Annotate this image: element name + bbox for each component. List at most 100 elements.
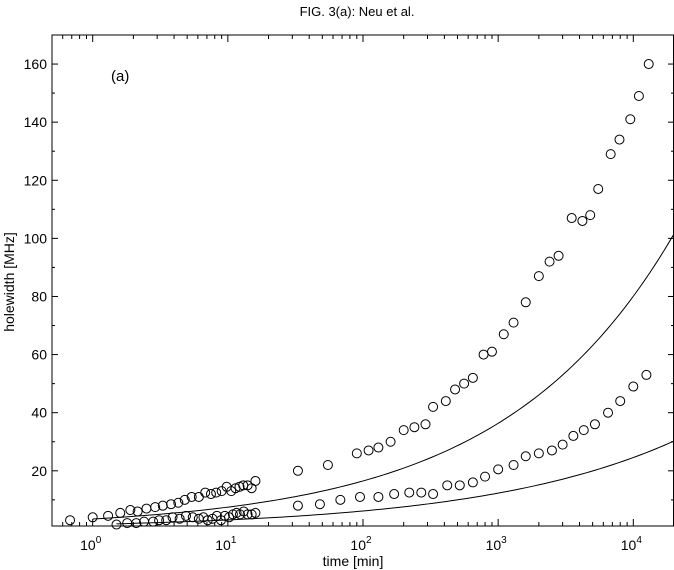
data-point-series-1 <box>65 515 76 526</box>
data-points-layer <box>65 59 654 530</box>
x-axis-label: time [min] <box>323 553 384 569</box>
data-point-series-1 <box>351 448 362 459</box>
data-point-series-1 <box>373 442 384 453</box>
data-point-series-2 <box>219 510 230 521</box>
data-point-series-2 <box>568 430 579 441</box>
fit-curves-layer <box>92 233 674 525</box>
ticks-layer: 20 40 60 80 100 120 140 160 100 101 102 103 104 <box>24 34 674 553</box>
data-point-series-1 <box>173 497 184 508</box>
data-point-series-2 <box>454 480 465 491</box>
panel-label: (a) <box>111 68 129 85</box>
data-point-series-1 <box>450 384 461 395</box>
data-point-series-1 <box>498 329 509 340</box>
data-point-series-2 <box>354 491 365 502</box>
y-tick-label: 140 <box>24 114 48 130</box>
data-point-series-1 <box>363 445 374 456</box>
data-point-series-1 <box>605 149 616 160</box>
data-point-series-1 <box>544 256 555 267</box>
data-point-series-1 <box>585 210 596 221</box>
data-point-series-1 <box>478 349 489 360</box>
data-point-series-2 <box>161 515 172 526</box>
x-tick-label: 102 <box>350 535 372 553</box>
data-point-series-2 <box>641 369 652 380</box>
data-point-series-1 <box>292 465 303 476</box>
data-point-series-2 <box>242 509 253 520</box>
data-point-series-2 <box>180 510 191 521</box>
data-point-series-1 <box>593 183 604 194</box>
data-point-series-2 <box>167 512 178 523</box>
plot-area-frame <box>51 34 674 527</box>
data-point-series-1 <box>409 422 420 433</box>
data-point-series-2 <box>603 407 614 418</box>
data-point-series-2 <box>546 445 557 456</box>
y-tick-label: 160 <box>24 56 48 72</box>
data-point-series-2 <box>389 489 400 500</box>
data-point-series-2 <box>508 459 519 470</box>
data-point-series-1 <box>520 297 531 308</box>
data-point-series-2 <box>404 487 415 498</box>
data-point-series-1 <box>115 507 126 518</box>
data-point-series-1 <box>157 500 168 511</box>
x-tick-label: 104 <box>621 535 643 553</box>
data-point-series-2 <box>578 425 589 436</box>
data-point-series-1 <box>420 419 431 430</box>
data-point-series-1 <box>166 499 177 510</box>
data-point-series-2 <box>628 381 639 392</box>
data-point-series-2 <box>148 516 159 527</box>
data-point-series-1 <box>553 250 564 261</box>
data-point-series-2 <box>480 471 491 482</box>
data-point-series-1 <box>385 436 396 447</box>
data-point-series-1 <box>186 491 197 502</box>
fit-curve-1 <box>92 233 674 520</box>
data-point-series-2 <box>589 419 600 430</box>
data-point-series-2 <box>314 499 325 510</box>
data-point-series-1 <box>486 346 497 357</box>
data-point-series-2 <box>373 491 384 502</box>
data-point-series-1 <box>614 134 625 145</box>
data-point-series-1 <box>250 475 261 486</box>
data-point-series-1 <box>200 487 211 498</box>
data-point-series-2 <box>442 480 453 491</box>
data-point-series-2 <box>335 494 346 505</box>
data-point-series-1 <box>150 502 161 513</box>
data-point-series-1 <box>428 401 439 412</box>
data-point-series-2 <box>187 512 198 523</box>
x-tick-label: 103 <box>486 535 508 553</box>
x-tick-label: 101 <box>215 535 237 553</box>
data-point-series-2 <box>416 487 427 498</box>
data-point-series-2 <box>557 439 568 450</box>
data-point-series-2 <box>250 507 261 518</box>
y-axis-label: holewidth [MHz] <box>1 232 17 332</box>
data-point-series-2 <box>111 519 122 530</box>
data-point-series-2 <box>154 515 165 526</box>
data-point-series-2 <box>234 509 245 520</box>
data-point-series-2 <box>493 464 504 475</box>
y-tick-label: 120 <box>24 172 48 188</box>
data-point-series-1 <box>103 510 114 521</box>
y-tick-label: 20 <box>31 463 47 479</box>
data-point-series-1 <box>398 425 409 436</box>
data-point-series-2 <box>202 515 213 526</box>
data-point-series-1 <box>141 503 152 514</box>
data-point-series-2 <box>467 477 478 488</box>
data-point-series-2 <box>131 518 142 529</box>
data-point-series-1 <box>459 378 470 389</box>
y-tick-label: 60 <box>31 347 47 363</box>
data-point-series-2 <box>292 500 303 511</box>
y-tick-label: 100 <box>24 230 48 246</box>
data-point-series-1 <box>205 489 216 500</box>
data-point-series-1 <box>577 215 588 226</box>
data-point-series-1 <box>322 459 333 470</box>
fit-curve-2 <box>116 440 674 525</box>
data-point-series-2 <box>174 513 185 524</box>
data-point-series-1 <box>566 213 577 224</box>
data-point-series-2 <box>428 489 439 500</box>
data-point-series-1 <box>625 114 636 125</box>
data-point-series-1 <box>179 494 190 505</box>
data-point-series-1 <box>633 91 644 102</box>
figure-title: FIG. 3(a): Neu et al. <box>299 4 415 19</box>
y-tick-label: 40 <box>31 405 47 421</box>
data-point-series-1 <box>211 487 222 498</box>
data-point-series-2 <box>533 448 544 459</box>
